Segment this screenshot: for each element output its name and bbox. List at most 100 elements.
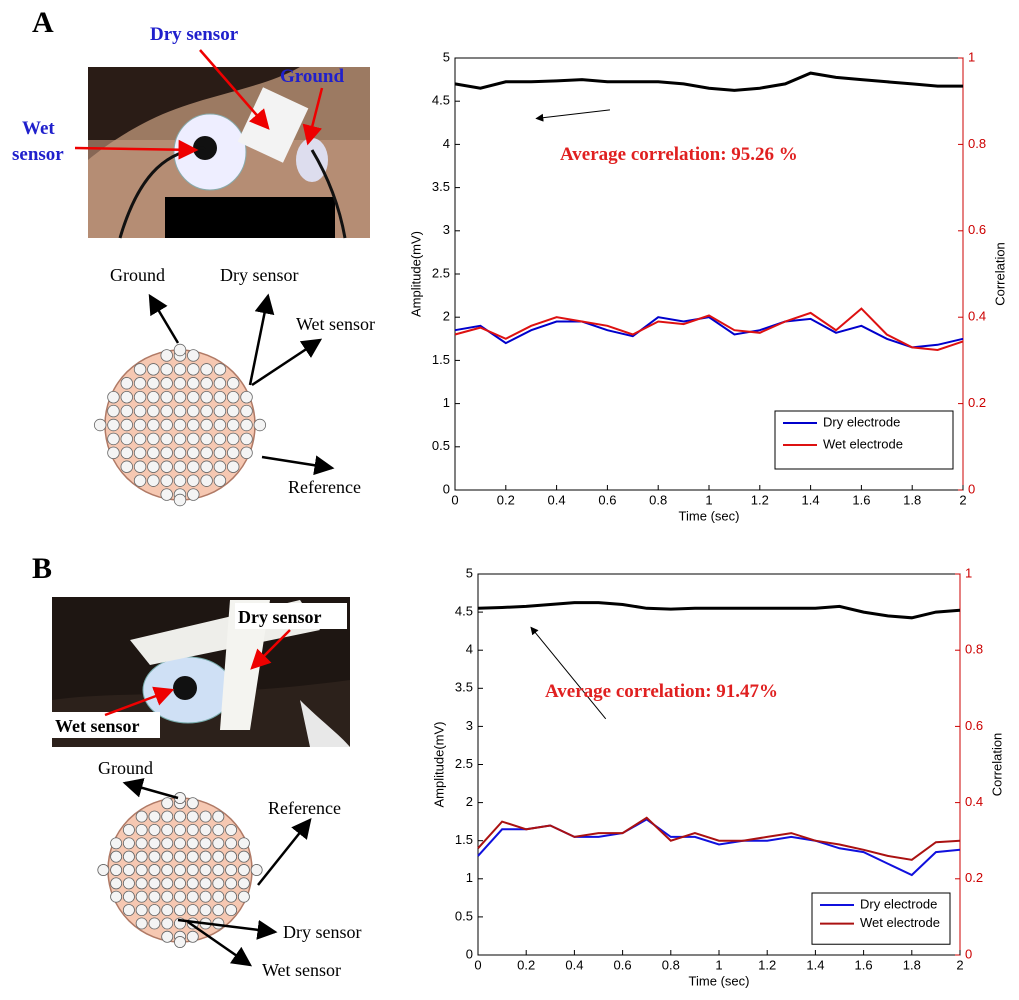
x-tick-label: 1.8 — [903, 492, 921, 507]
electrode — [212, 823, 225, 836]
electrode — [212, 850, 225, 863]
electrode — [135, 917, 148, 930]
electrode — [227, 460, 240, 473]
correlation-line — [454, 71, 963, 92]
legend-label: Dry electrode — [860, 896, 937, 911]
electrode — [237, 837, 250, 850]
electrode — [133, 432, 147, 446]
x-tick-label: 1.8 — [903, 957, 921, 972]
electrode — [240, 446, 253, 460]
y2-tick-label: 0.8 — [968, 136, 986, 151]
electrode — [187, 390, 200, 404]
electrode — [97, 864, 110, 876]
electrode — [200, 432, 213, 446]
electrode — [212, 864, 225, 876]
y2-tick-label: 0 — [965, 946, 972, 961]
electrode — [173, 460, 187, 473]
electrode — [186, 890, 199, 903]
y-tick-label: 2.5 — [455, 756, 473, 771]
y-tick-label: 4 — [443, 136, 450, 151]
y2-tick-label: 0.2 — [965, 870, 983, 885]
photo-arrows — [104, 629, 291, 717]
y-tick-label: 1.5 — [455, 832, 473, 847]
electrode — [135, 823, 148, 836]
electrode — [148, 823, 161, 836]
electrode — [213, 390, 227, 404]
plot-area — [477, 573, 961, 956]
y2-axis-label: Correlation — [992, 242, 1007, 306]
electrode — [187, 446, 200, 460]
diagram-label: Reference — [288, 477, 361, 497]
panel-label: B — [32, 552, 52, 585]
electrode — [253, 418, 267, 432]
electrode — [173, 363, 187, 376]
electrode — [187, 488, 200, 501]
electrode — [225, 904, 238, 917]
electrode — [225, 837, 238, 850]
signal-line — [477, 816, 961, 861]
electrode — [213, 446, 227, 460]
electrode — [173, 474, 187, 487]
head-diagram — [93, 343, 267, 507]
electrode — [227, 377, 240, 390]
electrode — [160, 488, 173, 501]
electrode — [213, 363, 227, 376]
electrode — [110, 877, 123, 890]
x-tick-label: 0 — [451, 492, 458, 507]
electrode — [161, 810, 174, 823]
annotation-arrow — [535, 109, 610, 122]
x-tick-label: 1.4 — [806, 957, 824, 972]
y2-tick-label: 0.4 — [968, 309, 986, 324]
electrode — [120, 390, 133, 404]
electrode — [120, 404, 133, 418]
y-tick-label: 2 — [443, 309, 450, 324]
electrode — [186, 810, 199, 823]
electrode — [212, 877, 225, 890]
electrode — [212, 810, 225, 823]
y-tick-label: 5 — [443, 49, 450, 64]
photo-arrows — [74, 49, 324, 160]
electrode — [212, 904, 225, 917]
y2-tick-label: 0.6 — [968, 222, 986, 237]
electrode — [135, 890, 148, 903]
annotation: Average correlation: 91.47% — [545, 681, 778, 702]
x-tick-label: 1.2 — [758, 957, 776, 972]
electrode — [237, 850, 250, 863]
electrode — [161, 890, 174, 903]
legend-label: Wet electrode — [860, 915, 940, 930]
electrode — [147, 446, 160, 460]
electrode — [161, 930, 174, 943]
electrode — [237, 890, 250, 903]
electrode — [133, 390, 147, 404]
y-tick-label: 1.5 — [432, 352, 450, 367]
electrode — [225, 890, 238, 903]
y-tick-label: 2.5 — [432, 265, 450, 280]
photo-label: Wet — [22, 118, 55, 139]
y-tick-label: 3.5 — [455, 680, 473, 695]
diagram-label: Wet sensor — [262, 960, 341, 980]
electrode — [110, 864, 123, 876]
legend — [811, 892, 951, 945]
electrode — [186, 797, 199, 810]
electrode — [212, 837, 225, 850]
y-tick-label: 4.5 — [455, 604, 473, 619]
electrode — [227, 390, 240, 404]
x-tick-label: 0.2 — [497, 492, 515, 507]
x-tick-label: 1.2 — [751, 492, 769, 507]
electrode — [199, 810, 212, 823]
electrode — [161, 823, 174, 836]
y-tick-label: 4.5 — [432, 93, 450, 108]
correlation-line — [477, 601, 961, 620]
electrode — [200, 446, 213, 460]
y2-tick-label: 1 — [968, 49, 975, 64]
legend-label: Dry electrode — [823, 414, 900, 429]
electrode — [173, 390, 187, 404]
electrode — [213, 474, 227, 487]
y2-axis-label: Correlation — [989, 733, 1004, 797]
electrode — [173, 446, 187, 460]
electrode — [133, 363, 147, 376]
x-tick-label: 0.6 — [598, 492, 616, 507]
y-tick-label: 0.5 — [432, 438, 450, 453]
electrode — [186, 837, 199, 850]
electrode — [199, 890, 212, 903]
